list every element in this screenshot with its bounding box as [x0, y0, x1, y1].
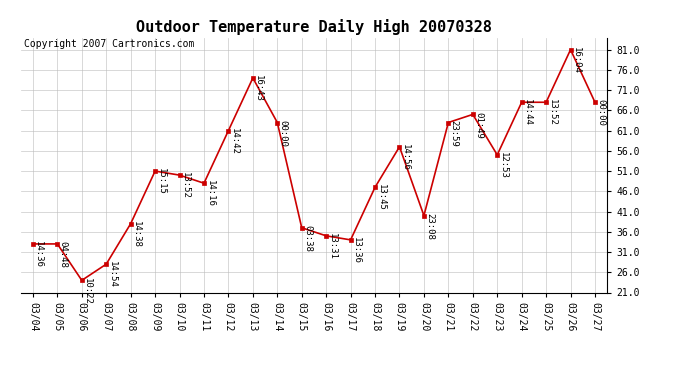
Text: 16:04: 16:04 — [572, 47, 581, 74]
Text: 14:42: 14:42 — [230, 128, 239, 155]
Text: 13:52: 13:52 — [547, 99, 557, 126]
Text: 13:45: 13:45 — [377, 184, 386, 211]
Text: 13:52: 13:52 — [181, 172, 190, 199]
Text: 13:31: 13:31 — [328, 233, 337, 260]
Text: Copyright 2007 Cartronics.com: Copyright 2007 Cartronics.com — [23, 39, 194, 49]
Text: 12:53: 12:53 — [499, 152, 508, 179]
Text: 00:00: 00:00 — [596, 99, 605, 126]
Text: 14:38: 14:38 — [132, 221, 141, 248]
Text: 14:44: 14:44 — [523, 99, 532, 126]
Text: 01:49: 01:49 — [474, 112, 483, 138]
Text: 14:54: 14:54 — [108, 261, 117, 288]
Text: 04:48: 04:48 — [59, 241, 68, 268]
Text: 16:43: 16:43 — [254, 75, 264, 102]
Title: Outdoor Temperature Daily High 20070328: Outdoor Temperature Daily High 20070328 — [136, 19, 492, 35]
Text: 14:56: 14:56 — [401, 144, 410, 171]
Text: 23:59: 23:59 — [450, 120, 459, 147]
Text: 13:36: 13:36 — [352, 237, 361, 264]
Text: 14:16: 14:16 — [206, 180, 215, 207]
Text: 23:08: 23:08 — [425, 213, 434, 240]
Text: 14:36: 14:36 — [34, 241, 43, 268]
Text: 03:38: 03:38 — [303, 225, 312, 252]
Text: 00:00: 00:00 — [279, 120, 288, 147]
Text: 10:22: 10:22 — [83, 278, 92, 304]
Text: 15:15: 15:15 — [157, 168, 166, 195]
